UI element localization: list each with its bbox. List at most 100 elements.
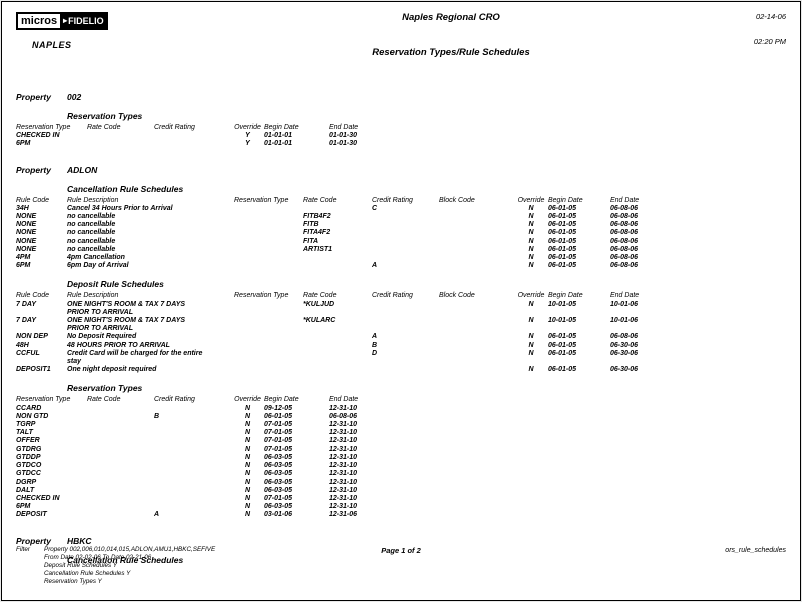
column-header: Credit Rating bbox=[154, 396, 195, 404]
table-cell: 10-01-05 bbox=[548, 300, 577, 308]
table-cell: 12-31-10 bbox=[329, 470, 358, 478]
table-cell: N bbox=[244, 421, 251, 429]
block-heading: Reservation Types bbox=[67, 111, 143, 121]
report-id: ors_rule_schedules bbox=[725, 547, 786, 554]
table-cell: 4PM bbox=[16, 254, 31, 262]
column-header: Reservation Type bbox=[234, 292, 289, 300]
property-section: Property ADLON Cancellation Rule Schedules… bbox=[16, 165, 786, 520]
table-cell: FITB4F2 bbox=[303, 213, 331, 221]
table-cell: GTDCC bbox=[16, 470, 41, 478]
table-cell bbox=[154, 495, 231, 503]
table-cell bbox=[372, 213, 439, 221]
table-cell: 6PM bbox=[16, 140, 31, 148]
table-cell bbox=[234, 301, 303, 317]
table-cell bbox=[154, 405, 231, 413]
data-table: Rule Code Rule Description Reservation Typ… bbox=[16, 292, 786, 374]
table-cell: 06-01-05 bbox=[548, 229, 577, 237]
table-cell: DALT bbox=[16, 486, 35, 494]
table-cell bbox=[234, 213, 303, 221]
table-cell: CHECKED IN bbox=[16, 494, 60, 502]
column-header: Begin Date bbox=[548, 292, 583, 300]
table-cell: 06-08-06 bbox=[610, 254, 639, 262]
table-cell: 12-31-10 bbox=[329, 494, 358, 502]
column-header: Override bbox=[234, 396, 261, 404]
table-cell: NON GTD bbox=[16, 412, 49, 420]
table-cell: no cancellable bbox=[67, 237, 116, 245]
table-cell: GTDDP bbox=[16, 453, 41, 461]
column-header: Credit Rating bbox=[372, 196, 413, 204]
table-cell: 06-30-06 bbox=[610, 349, 639, 357]
table-cell: 10-01-06 bbox=[610, 317, 639, 325]
table-cell: N bbox=[528, 366, 534, 374]
property-section: Property HBKC Cancellation Rule Schedules bbox=[16, 536, 786, 565]
table-cell: *KULJUD bbox=[303, 300, 335, 308]
table-cell: 34H bbox=[16, 204, 29, 212]
table-cell: N bbox=[528, 221, 534, 229]
table-cell: 7 DAY bbox=[16, 317, 37, 325]
table-cell: 06-01-05 bbox=[264, 412, 293, 420]
table-cell: A bbox=[154, 511, 160, 519]
column-header: Block Code bbox=[439, 196, 475, 204]
table-cell: B bbox=[372, 341, 378, 349]
table-cell bbox=[87, 421, 154, 429]
table-cell: 12-31-10 bbox=[329, 478, 358, 486]
report-date: 02-14-06 bbox=[755, 12, 786, 21]
table-cell: 12-31-10 bbox=[329, 453, 358, 461]
filter-label: Filter bbox=[16, 546, 30, 553]
table-cell: 12-31-10 bbox=[329, 462, 358, 470]
data-table: Reservation Type Rate Code Credit Rating Ov… bbox=[16, 396, 786, 519]
property-row: Property 002 bbox=[16, 92, 786, 102]
table-cell: 06-01-05 bbox=[548, 204, 577, 212]
column-header: Rate Code bbox=[87, 396, 121, 404]
table-cell bbox=[234, 229, 303, 237]
filter-line: Reservation Types Y bbox=[44, 578, 102, 585]
table-cell bbox=[234, 238, 303, 246]
table-cell: B bbox=[154, 412, 160, 420]
logo-fidelio-text: ▸ FIDELIO bbox=[62, 12, 108, 30]
column-header: Rate Code bbox=[303, 196, 337, 204]
table-cell bbox=[303, 333, 372, 341]
table-cell: 6PM bbox=[16, 262, 31, 270]
table-cell bbox=[87, 503, 154, 511]
table-cell: 06-01-05 bbox=[548, 254, 577, 262]
table-cell: 06-01-05 bbox=[548, 349, 577, 357]
table-cell: N bbox=[528, 300, 534, 308]
table-cell: no cancellable bbox=[67, 245, 116, 253]
column-header: Block Code bbox=[439, 292, 475, 300]
table-cell bbox=[234, 262, 303, 270]
table-cell bbox=[372, 366, 439, 374]
table-cell bbox=[154, 140, 231, 148]
table-cell bbox=[87, 405, 154, 413]
filter-line: Deposit Rule Schedules Y bbox=[44, 562, 118, 569]
table-cell: CCARD bbox=[16, 404, 42, 412]
table-cell bbox=[87, 454, 154, 462]
report-block: Cancellation Rule Schedules Rule Code Rule… bbox=[16, 184, 786, 271]
table-cell bbox=[87, 132, 154, 140]
table-cell: 12-31-10 bbox=[329, 486, 358, 494]
filter-block: Filter Property 002,006,010,014,015,ADLO… bbox=[16, 546, 786, 586]
table-cell: 06-01-05 bbox=[548, 213, 577, 221]
column-header: Rate Code bbox=[87, 124, 121, 131]
table-cell: C bbox=[372, 204, 378, 212]
micros-fidelio-logo: micros ▸ FIDELIO bbox=[16, 12, 108, 30]
table-cell: 06-03-05 bbox=[264, 453, 293, 461]
block-heading: Cancellation Rule Schedules bbox=[67, 183, 184, 194]
column-header: Rule Code bbox=[16, 292, 50, 300]
table-cell: 6PM bbox=[16, 503, 31, 511]
table-cell: N bbox=[244, 511, 251, 519]
property-value: ADLON bbox=[67, 164, 98, 175]
table-cell: 07-01-05 bbox=[264, 437, 293, 445]
table-cell bbox=[303, 350, 372, 366]
block-heading: Cancellation Rule Schedules bbox=[67, 554, 184, 565]
table-cell bbox=[234, 333, 303, 341]
table-cell: 6pm Day of Arrival bbox=[67, 262, 129, 270]
table-cell: Y bbox=[245, 132, 250, 140]
table-cell bbox=[154, 132, 231, 140]
table-cell: 06-01-05 bbox=[548, 341, 577, 349]
column-header: Begin Date bbox=[264, 124, 299, 131]
table-cell bbox=[372, 317, 439, 333]
column-header: Override bbox=[517, 292, 545, 300]
table-cell bbox=[439, 229, 514, 237]
table-cell bbox=[439, 350, 514, 366]
table-cell: N bbox=[244, 503, 251, 511]
